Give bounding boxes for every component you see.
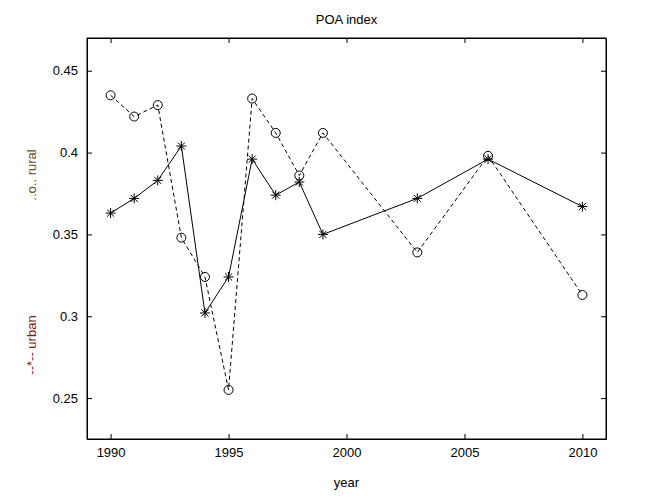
marker (129, 193, 139, 203)
tick (347, 38, 348, 43)
tick-label: 1995 (215, 445, 244, 460)
tick: 0.45 (53, 63, 92, 78)
tick-mark (601, 316, 606, 317)
tick-mark (601, 234, 606, 235)
axis-line (87, 39, 88, 440)
marker (295, 171, 304, 180)
marker (578, 290, 587, 299)
marker (153, 101, 162, 110)
tick-mark (111, 38, 112, 43)
tick: 0.25 (53, 391, 92, 406)
tick-label: 0.3 (60, 309, 78, 324)
marker (224, 272, 234, 282)
tick-mark (601, 153, 606, 154)
marker (224, 385, 233, 394)
series-label: ..o.. rural (24, 149, 39, 200)
plot-frame (87, 38, 606, 439)
marker (412, 193, 422, 203)
series-line (111, 95, 583, 390)
marker (176, 141, 186, 151)
tick (464, 38, 465, 43)
marker (271, 190, 281, 200)
tick: 1990 (97, 434, 126, 460)
tick-label: 2010 (568, 445, 597, 460)
tick-label: 1990 (97, 445, 126, 460)
marker (484, 151, 493, 160)
tick-mark (464, 38, 465, 43)
axis-line (88, 439, 607, 440)
series-label: --*-- urban (24, 315, 39, 374)
tick-mark (229, 38, 230, 43)
tick-mark (601, 71, 606, 72)
tick-label: 2005 (450, 445, 479, 460)
x-axis-top (88, 38, 607, 43)
x-axis: 1990 1995 2000 2005 2010 (88, 434, 607, 460)
marker (413, 248, 422, 257)
tick-mark (601, 398, 606, 399)
tick-label: 0.45 (53, 63, 78, 78)
marker (577, 202, 587, 212)
tick-label: 2000 (333, 445, 362, 460)
tick: 2005 (450, 434, 479, 460)
tick-mark (87, 71, 92, 72)
tick-label: 0.25 (53, 391, 78, 406)
marker (271, 128, 280, 137)
tick: 0.3 (60, 309, 92, 324)
tick (601, 398, 606, 399)
title: POA index (316, 12, 378, 27)
tick-mark (111, 434, 112, 439)
tick-mark (87, 316, 92, 317)
tick-mark (347, 434, 348, 439)
tick (601, 153, 606, 154)
y-axis: 0.25 0.3 0.35 0.4 0.45 (53, 39, 92, 440)
axis-line (606, 39, 607, 440)
tick-mark (582, 434, 583, 439)
tick: 2000 (333, 434, 362, 460)
tick (601, 234, 606, 235)
series-group (106, 91, 588, 395)
series-line (111, 146, 583, 313)
marker (130, 112, 139, 121)
tick-mark (347, 38, 348, 43)
chart: 1990 1995 2000 2005 2010 0.25 0.3 0.35 0.4 0.45 PO… (0, 0, 672, 504)
plot-area: 1990 1995 2000 2005 2010 0.25 0.3 0.35 0.4 0.45 (53, 38, 607, 460)
marker (153, 175, 163, 185)
marker (200, 308, 210, 318)
tick-mark (464, 434, 465, 439)
tick (111, 38, 112, 43)
tick: 0.35 (53, 227, 92, 242)
tick-mark (87, 234, 92, 235)
tick-mark (87, 398, 92, 399)
y-axis-right (601, 39, 607, 440)
marker (106, 91, 115, 100)
tick (229, 38, 230, 43)
tick-mark (229, 434, 230, 439)
tick: 0.4 (60, 145, 92, 160)
marker (247, 154, 257, 164)
marker (177, 233, 186, 242)
tick: 1995 (215, 434, 244, 460)
x-axis-title: year (334, 475, 360, 490)
tick (601, 71, 606, 72)
marker (318, 229, 328, 239)
tick-mark (87, 153, 92, 154)
marker (106, 208, 116, 218)
tick-label: 0.35 (53, 227, 78, 242)
marker (318, 128, 327, 137)
tick: 2010 (568, 434, 597, 460)
marker (248, 94, 257, 103)
tick (601, 316, 606, 317)
tick (582, 38, 583, 43)
tick-mark (582, 38, 583, 43)
marker (200, 272, 209, 281)
tick-label: 0.4 (60, 145, 78, 160)
